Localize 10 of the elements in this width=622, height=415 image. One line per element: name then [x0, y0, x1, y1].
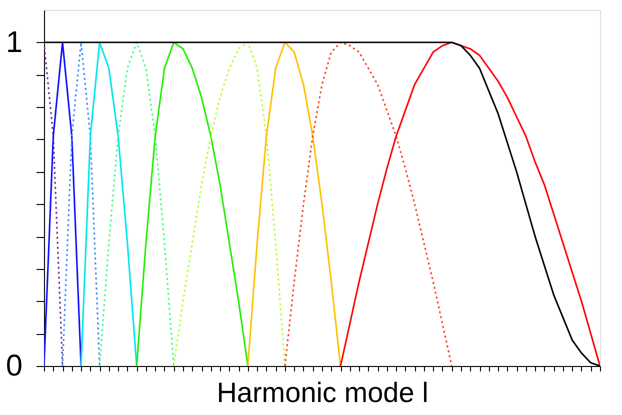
y-tick-label: 1	[6, 26, 22, 59]
line-series	[136, 42, 249, 366]
line-series	[340, 42, 600, 366]
line-series	[172, 42, 286, 366]
line-series	[247, 42, 342, 366]
x-axis-title: Harmonic mode l	[216, 377, 428, 408]
line-series	[284, 42, 453, 366]
y-tick-label: 0	[6, 350, 22, 382]
line-series	[80, 42, 138, 366]
line-series	[98, 42, 175, 366]
